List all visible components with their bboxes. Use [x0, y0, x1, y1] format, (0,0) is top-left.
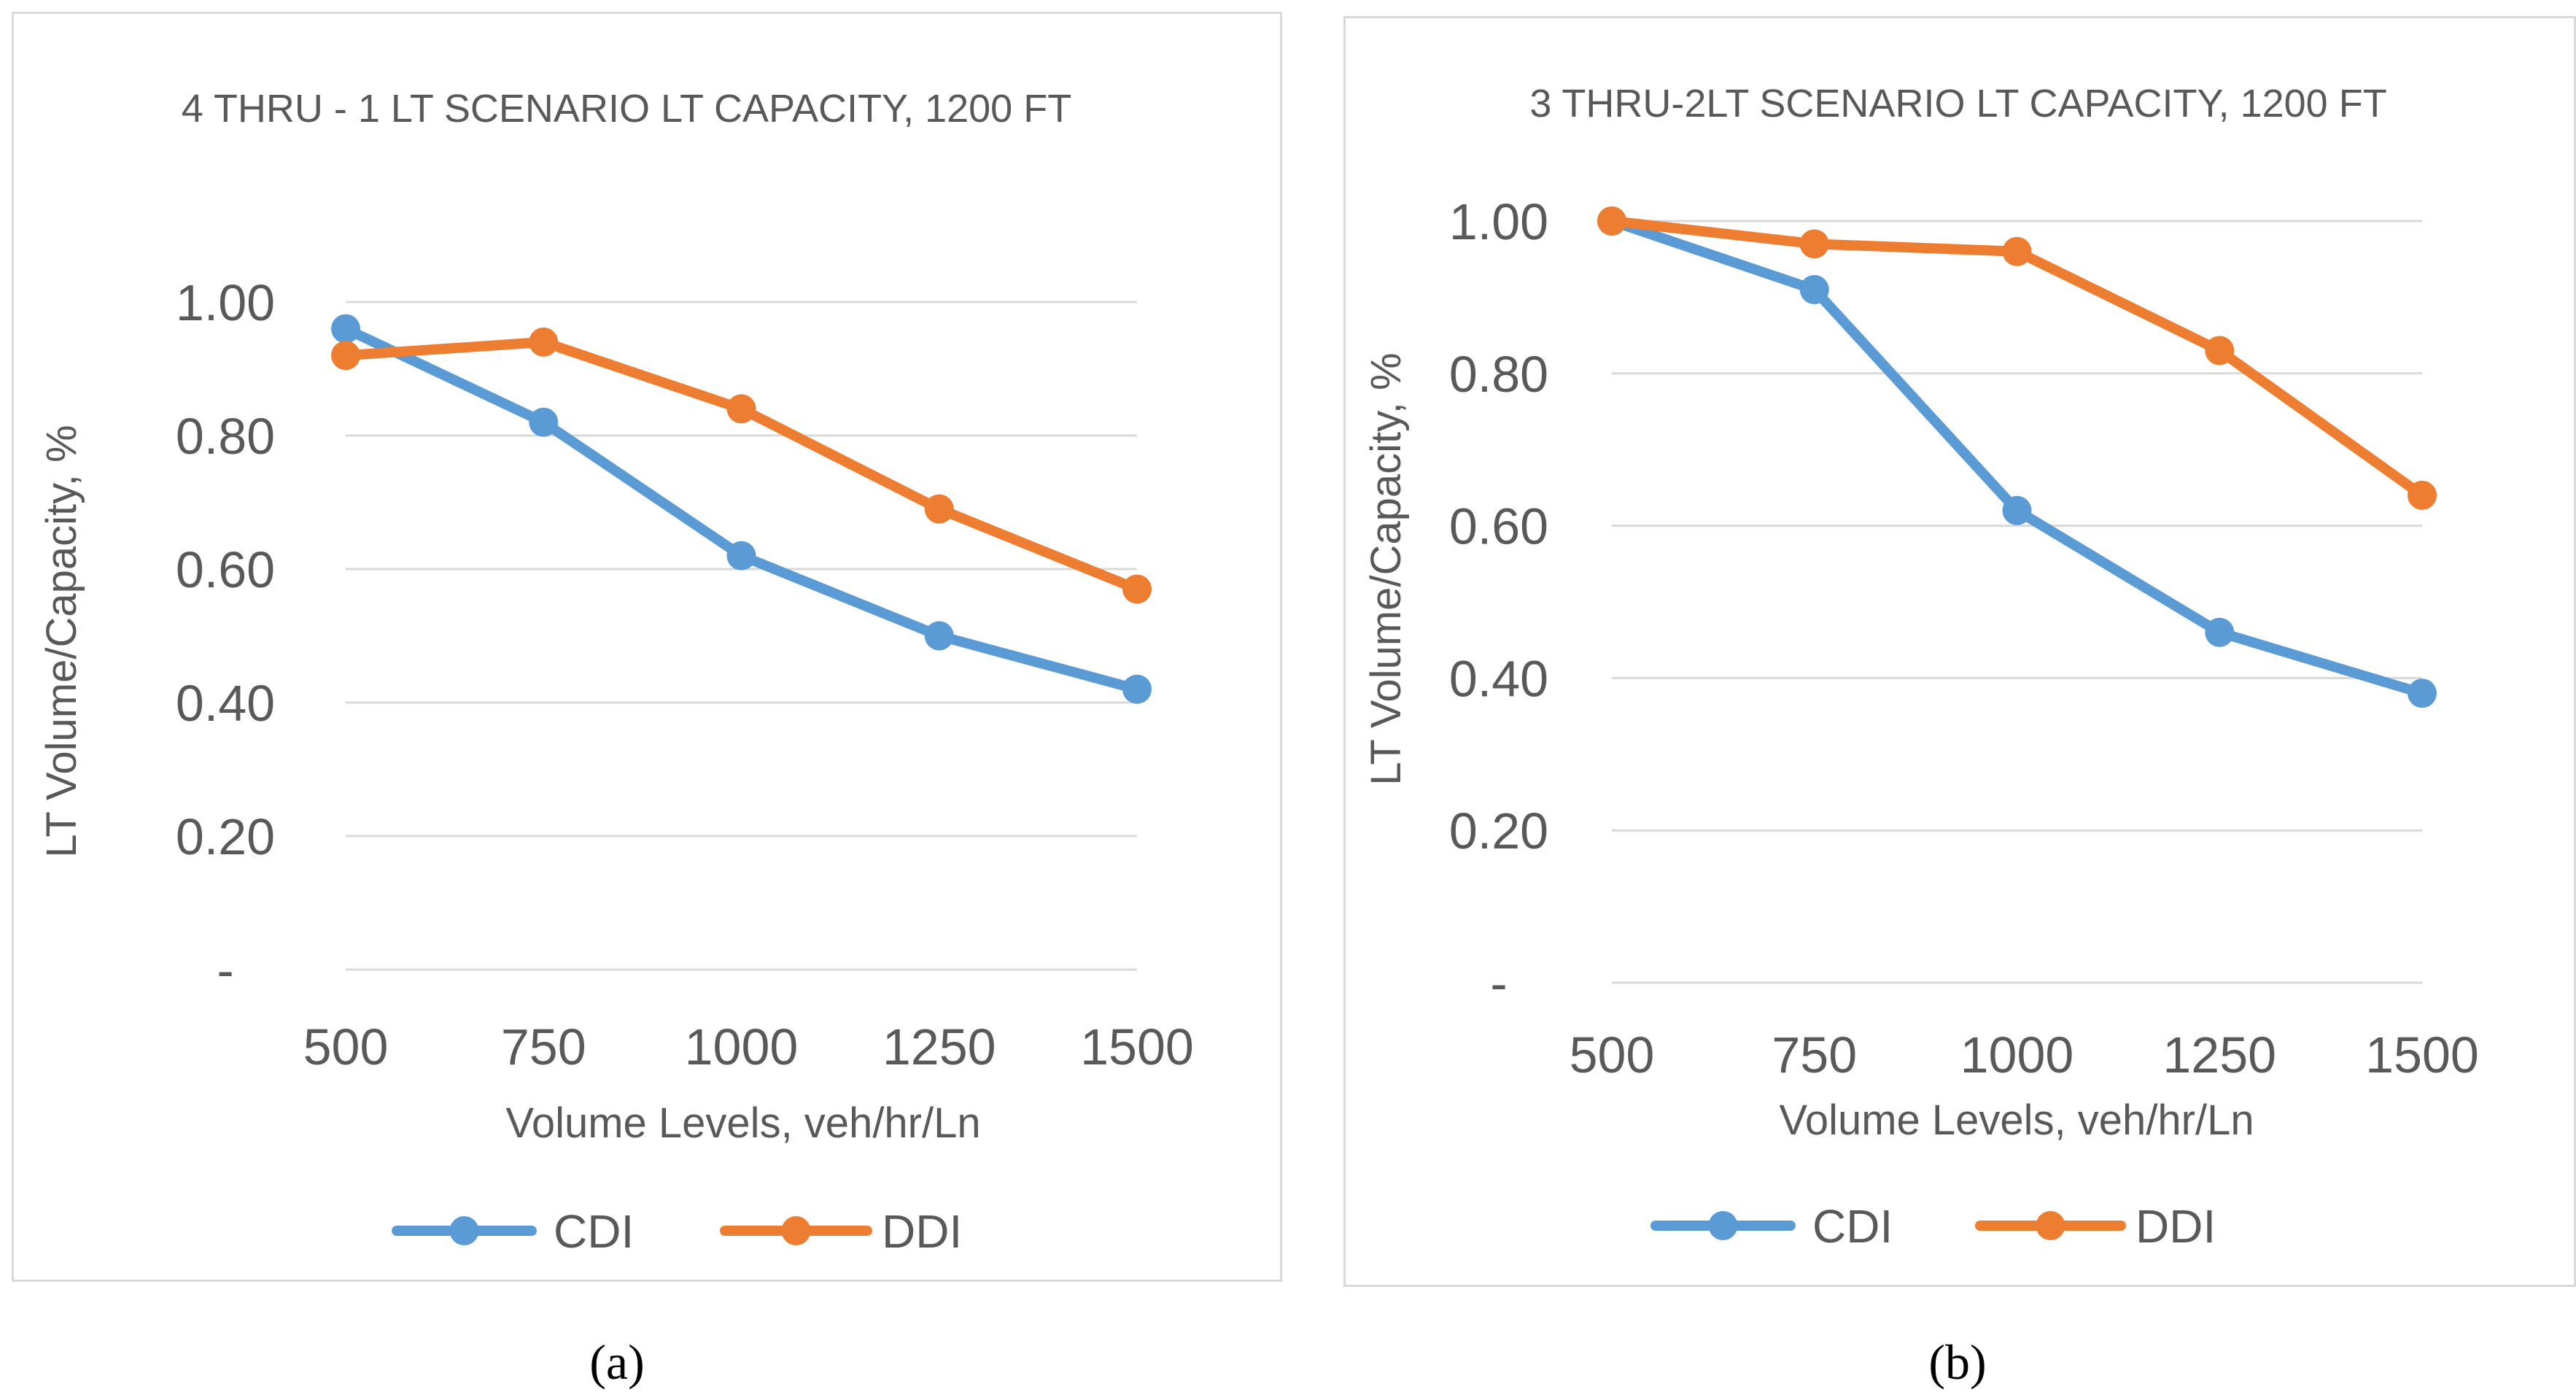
legend-label: CDI [554, 1205, 634, 1258]
x-tick-label: 500 [1570, 1026, 1655, 1083]
x-axis-label: Volume Levels, veh/hr/Ln [505, 1099, 980, 1147]
x-tick-label: 500 [303, 1018, 389, 1075]
data-point-cdi [2408, 678, 2437, 708]
chart-b: 3 THRU-2LT SCENARIO LT CAPACITY, 1200 FT… [1362, 82, 2479, 1253]
y-tick-label: 0.80 [1449, 346, 1548, 403]
chart-panel-b: 3 THRU-2LT SCENARIO LT CAPACITY, 1200 FT… [1343, 16, 2576, 1287]
data-point-ddi [2205, 336, 2235, 366]
legend-item-ddi: DDI [720, 1205, 962, 1258]
data-point-ddi [529, 327, 559, 357]
data-point-ddi [2408, 480, 2437, 510]
data-point-ddi [726, 394, 756, 424]
y-tick-label: 1.00 [1449, 193, 1548, 250]
legend-label: CDI [1812, 1200, 1893, 1253]
x-axis-label: Volume Levels, veh/hr/Ln [1779, 1097, 2254, 1144]
legend-item-cdi: CDI [392, 1205, 634, 1258]
y-tick-label: - [1490, 955, 1507, 1012]
caption-a: (a) [544, 1334, 690, 1391]
x-tick-label: 1000 [685, 1018, 799, 1075]
caption-b: (b) [1885, 1334, 2030, 1391]
series-line-cdi [1607, 216, 2427, 699]
caption-a-text: (a) [589, 1334, 645, 1390]
data-point-ddi [1597, 206, 1626, 236]
data-point-cdi [1799, 274, 1829, 304]
x-tick-label: 1250 [2162, 1026, 2276, 1083]
data-point-ddi [1799, 229, 1829, 259]
data-point-ddi [331, 341, 360, 371]
data-point-cdi [331, 314, 360, 344]
x-tick-label: 1000 [1960, 1026, 2074, 1083]
y-tick-label: 0.20 [1449, 803, 1548, 859]
data-point-cdi [2002, 495, 2032, 525]
x-tick-label: 750 [501, 1018, 586, 1075]
legend-item-cdi: CDI [1650, 1200, 1893, 1253]
x-tick-label: 1250 [882, 1018, 996, 1075]
legend-label: DDI [882, 1205, 962, 1258]
y-axis-label: LT Volume/Capacity, % [1362, 352, 1410, 785]
legend-item-ddi: DDI [1975, 1200, 2216, 1253]
x-tick-label: 1500 [2365, 1026, 2479, 1083]
y-tick-label: 0.40 [176, 675, 275, 732]
y-tick-label: 0.80 [176, 408, 275, 465]
y-tick-label: - [217, 942, 233, 999]
y-tick-label: 0.60 [176, 541, 275, 598]
y-axis-label: LT Volume/Capacity, % [38, 425, 85, 857]
data-point-ddi [2002, 236, 2032, 266]
chart-title: 4 THRU - 1 LT SCENARIO LT CAPACITY, 1200… [182, 87, 1071, 131]
chart-panel-a: 4 THRU - 1 LT SCENARIO LT CAPACITY, 1200… [12, 12, 1282, 1282]
legend-marker [1708, 1211, 1738, 1240]
data-point-cdi [1122, 674, 1152, 704]
x-tick-label: 1500 [1080, 1018, 1194, 1075]
y-tick-label: 1.00 [176, 274, 275, 331]
y-tick-label: 0.40 [1449, 650, 1548, 707]
y-tick-label: 0.20 [176, 808, 275, 865]
series-line-cdi [341, 323, 1142, 695]
data-point-ddi [924, 494, 954, 524]
data-point-cdi [924, 621, 954, 651]
legend-marker [449, 1216, 479, 1245]
data-point-ddi [1122, 574, 1152, 604]
chart-title: 3 THRU-2LT SCENARIO LT CAPACITY, 1200 FT [1529, 82, 2386, 125]
data-point-cdi [529, 407, 559, 437]
y-tick-label: 0.60 [1449, 498, 1548, 555]
data-point-cdi [726, 541, 756, 571]
x-tick-label: 750 [1772, 1026, 1857, 1083]
legend-label: DDI [2135, 1200, 2216, 1253]
data-point-cdi [2205, 617, 2235, 647]
caption-b-text: (b) [1928, 1334, 1987, 1390]
legend-marker [781, 1216, 811, 1245]
chart-a: 4 THRU - 1 LT SCENARIO LT CAPACITY, 1200… [38, 87, 1194, 1258]
legend-marker [2036, 1211, 2065, 1240]
